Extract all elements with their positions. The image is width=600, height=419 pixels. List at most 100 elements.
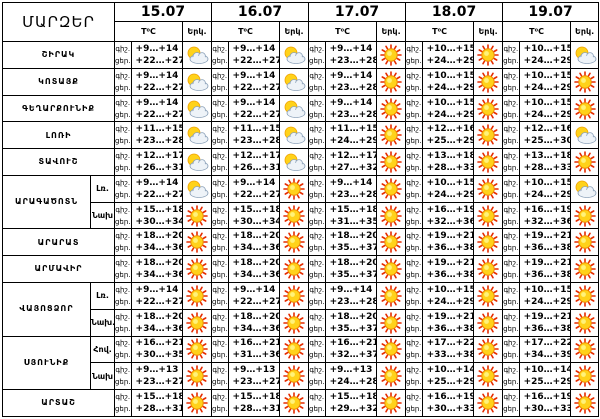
temperature-values: +9…+14 +23…+28 (326, 284, 376, 308)
day-label: ցեր. (503, 57, 519, 65)
day-label: ցեր. (503, 190, 519, 199)
day-temperature: +31…+36 (232, 350, 280, 361)
sun-icon (570, 335, 600, 364)
night-label: գիշ. (503, 45, 519, 53)
temperature-cell: գիշ. ցեր. +15…+18 +28…+31 (114, 389, 183, 417)
temperature-cell: գիշ. ցեր. +16…+19 +30…+33 (405, 389, 475, 417)
day-part-labels: գիշ. ցեր. (504, 256, 520, 282)
table-row: ՏԱՎՈՒՇ գիշ. ցեր. +12…+17 +26…+31 գիշ. ցեր. +12…… (2, 148, 600, 176)
temperature-cell: գիշ. ցեր. +12…+17 +26…+31 (114, 148, 183, 176)
day-part-labels: գիշ. ցեր. (212, 390, 229, 416)
day-temperature: +25…+29 (426, 377, 474, 388)
sun-icon (376, 362, 407, 391)
day-temperature: +23…+27 (232, 377, 280, 388)
day-label: ցեր. (503, 324, 519, 333)
day-temperature: +34…+36 (135, 270, 183, 281)
day-label: ցեր. (212, 137, 228, 146)
temperature-values: +18…+20 +34…+36 (132, 311, 182, 335)
temperature-values: +15…+18 +28…+31 (132, 391, 182, 415)
night-temperature: +10…+15 (523, 44, 571, 54)
day-label: ցեր. (212, 405, 228, 414)
temperature-header: T⁰C (405, 20, 475, 43)
header-sub-row: T⁰C Երկ. T⁰C Երկ. T⁰C Երկ. T⁰C Երկ. T⁰C Երկ. (3, 20, 600, 43)
day-temperature: +23…+27 (135, 377, 183, 388)
sun-icon (376, 228, 407, 257)
night-label: գիշ. (212, 393, 228, 402)
day-label: ցեր. (115, 57, 131, 65)
temperature-header: T⁰C (211, 20, 281, 43)
day-label: ցեր. (309, 324, 325, 333)
temperature-values: +12…+17 +27…+32 (326, 150, 376, 174)
day-label: ցեր. (406, 83, 422, 92)
day-label: ցեր. (115, 271, 131, 280)
day-label: ցեր. (212, 217, 228, 226)
sun-icon (473, 362, 504, 391)
day-part-labels: գիշ. ցեր. (504, 390, 520, 416)
sun-icon (473, 308, 504, 337)
sun-icon (181, 308, 213, 337)
night-label: գիշ. (309, 366, 325, 375)
day-part-labels: գիշ. ցեր. (212, 310, 229, 336)
temperature-values: +9…+14 +23…+28 (326, 97, 376, 121)
sky-header: Երկ. (473, 20, 504, 43)
night-label: գիշ. (212, 339, 228, 348)
day-temperature: +36…+38 (426, 270, 474, 281)
day-label: ցեր. (212, 83, 228, 92)
temperature-cell: գիշ. ցեր. +9…+14 +22…+27 (114, 41, 183, 69)
table-row: ԱՐՏԱՇ գիշ. ցեր. +15…+18 +28…+31 գիշ. ցեր. +15…+… (2, 389, 600, 417)
night-temperature: +17…+22 (426, 338, 474, 349)
night-label: գիշ. (115, 259, 131, 268)
night-label: գիշ. (309, 205, 325, 214)
day-label: ցեր. (212, 324, 228, 333)
temperature-cell: գիշ. ցեր. +13…+18 +28…+33 (405, 148, 475, 176)
night-label: գիշ. (406, 98, 422, 107)
day-part-labels: գիշ. ցեր. (504, 149, 520, 175)
day-part-labels: գիշ. ցեր. (116, 203, 132, 228)
temperature-cell: գիշ. ցեր. +19…+21 +36…+38 (502, 228, 572, 257)
night-temperature: +16…+19 (523, 392, 571, 403)
region-name: ՇԻՐԱԿ (2, 41, 115, 69)
sun-icon (376, 255, 407, 284)
day-part-labels: գիշ. ցեր. (503, 42, 520, 68)
sun-icon (376, 41, 407, 69)
day-label: ցեր. (212, 271, 228, 280)
sun-icon (473, 41, 504, 69)
night-temperature: +15…+18 (329, 392, 377, 403)
night-temperature: +15…+18 (135, 204, 183, 215)
partly-cloudy-icon (181, 41, 213, 69)
day-part-labels: գիշ. ցեր. (116, 337, 132, 362)
night-label: գիշ. (406, 259, 422, 268)
day-temperature: +24…+29 (426, 296, 474, 307)
night-temperature: +12…+16 (523, 124, 571, 135)
day-part-labels: գիշ. ցեր. (212, 256, 229, 282)
day-label: ցեր. (406, 164, 422, 173)
temperature-values: +16…+21 +32…+37 (326, 337, 376, 361)
day-label: ցեր. (406, 110, 422, 119)
day-temperature: +34…+36 (232, 270, 280, 281)
temperature-cell: գիշ. ցեր. +9…+13 +23…+27 (211, 362, 281, 391)
night-label: գիշ. (503, 339, 519, 348)
temperature-values: +18…+20 +35…+37 (326, 311, 376, 335)
night-temperature: +18…+20 (329, 258, 377, 269)
night-label: գիշ. (406, 178, 422, 187)
sun-icon (473, 201, 504, 230)
day-label: ցեր. (406, 271, 422, 280)
temperature-values: +18…+20 +35…+37 (326, 257, 377, 281)
region-name: ԱՐԱԳԱԾՈՏՆ (2, 174, 91, 230)
night-label: գիշ. (503, 312, 519, 321)
temperature-cell: գիշ. ցեր. +9…+13 +23…+27 (114, 362, 183, 391)
zone-name: Նախ (90, 362, 115, 391)
day-part-labels: գիշ. ցեր. (115, 390, 132, 416)
temperature-cell: գիշ. ցեր. +18…+20 +34…+36 (114, 255, 183, 284)
temperature-cell: գիշ. ցեր. +9…+14 +23…+28 (308, 282, 378, 310)
night-label: գիշ. (115, 393, 131, 402)
day-label: ցեր. (212, 190, 228, 199)
night-temperature: +16…+19 (426, 204, 474, 215)
temperature-values: +13…+18 +28…+33 (520, 150, 570, 174)
day-part-labels: գիշ. ցեր. (406, 96, 423, 121)
partly-cloudy-icon (181, 148, 213, 176)
temperature-cell: գիշ. ցեր. +9…+14 +22…+27 (114, 94, 183, 123)
day-part-labels: գիշ. ցեր. (310, 283, 326, 309)
sun-icon (376, 121, 407, 150)
night-temperature: +9…+14 (232, 70, 276, 81)
